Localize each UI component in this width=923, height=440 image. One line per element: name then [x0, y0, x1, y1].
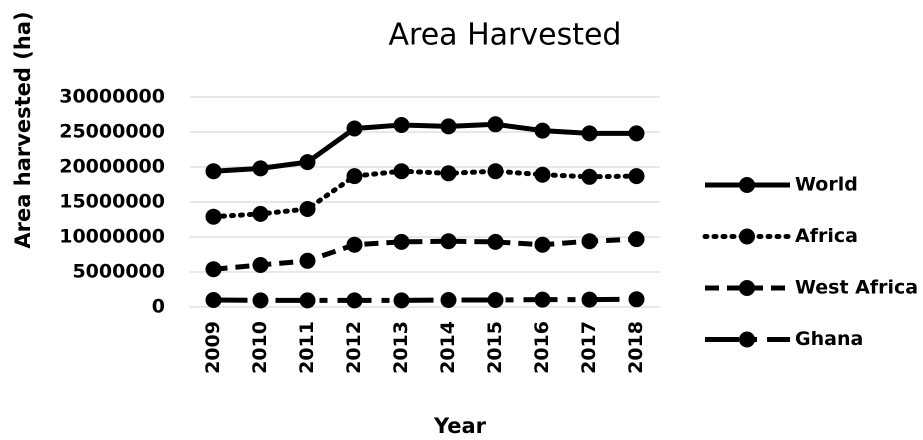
data-point — [299, 252, 316, 269]
data-point — [393, 233, 410, 250]
data-point — [534, 166, 551, 183]
legend-marker — [739, 177, 755, 193]
data-point — [299, 292, 316, 309]
legend-marker — [739, 228, 755, 245]
legend-label: Ghana — [795, 328, 863, 350]
data-point — [534, 122, 551, 139]
data-point — [581, 125, 598, 142]
y-tick-label: 20000000 — [59, 156, 165, 178]
data-point — [299, 201, 316, 217]
data-point — [252, 257, 269, 273]
legend-marker — [739, 280, 755, 296]
data-point — [346, 120, 363, 137]
x-tick-label: 2015 — [484, 321, 506, 374]
data-point — [346, 236, 363, 253]
data-point — [252, 205, 269, 222]
data-point — [440, 118, 457, 135]
data-point — [487, 163, 504, 180]
data-point — [628, 168, 645, 185]
data-point — [393, 117, 410, 133]
data-point — [205, 163, 222, 180]
legend-marker — [739, 331, 755, 348]
x-tick-label: 2011 — [296, 321, 318, 374]
x-tick-label: 2017 — [578, 321, 600, 374]
y-tick-label: 5000000 — [72, 261, 165, 283]
data-point — [628, 231, 645, 248]
legend-label: West Africa — [795, 277, 918, 299]
x-tick-label: 2014 — [437, 321, 459, 374]
data-point — [346, 292, 363, 309]
data-point — [628, 125, 645, 142]
x-tick-label: 2018 — [625, 321, 647, 374]
data-point — [252, 292, 269, 309]
series-line — [213, 121, 637, 174]
chart-title: Area Harvested — [389, 18, 622, 53]
data-point — [346, 168, 363, 185]
data-point — [440, 292, 457, 308]
data-point — [487, 292, 504, 308]
series-line — [213, 236, 637, 272]
data-point — [487, 233, 504, 250]
x-tick-label: 2016 — [531, 321, 553, 374]
data-point — [393, 292, 410, 309]
y-tick-label: 15000000 — [59, 191, 165, 213]
y-axis-title: Area harvested (ha) — [11, 11, 35, 248]
legend-label: Africa — [795, 225, 858, 247]
data-point — [440, 165, 457, 182]
y-tick-label: 10000000 — [59, 226, 165, 248]
x-axis-title: Year — [433, 414, 487, 438]
y-tick-label: 0 — [152, 296, 165, 318]
series-line — [213, 296, 637, 303]
x-tick-label: 2012 — [343, 321, 365, 374]
y-tick-label: 30000000 — [59, 86, 165, 108]
data-point — [534, 236, 551, 253]
data-point — [299, 154, 316, 171]
data-point — [581, 233, 598, 250]
series-line — [211, 168, 639, 220]
data-point — [205, 292, 222, 308]
legend-label: World — [795, 174, 858, 196]
data-point — [393, 163, 410, 180]
x-tick-label: 2010 — [249, 321, 271, 374]
data-point — [581, 168, 598, 185]
data-point — [581, 291, 598, 308]
data-point — [628, 291, 645, 308]
y-tick-label: 25000000 — [59, 121, 165, 143]
data-point — [440, 233, 457, 250]
data-point — [205, 208, 222, 225]
x-tick-label: 2013 — [390, 321, 412, 374]
x-tick-label: 2009 — [202, 321, 224, 374]
data-point — [205, 261, 222, 278]
data-point — [487, 116, 504, 133]
data-point — [252, 160, 269, 177]
data-point — [534, 291, 551, 308]
